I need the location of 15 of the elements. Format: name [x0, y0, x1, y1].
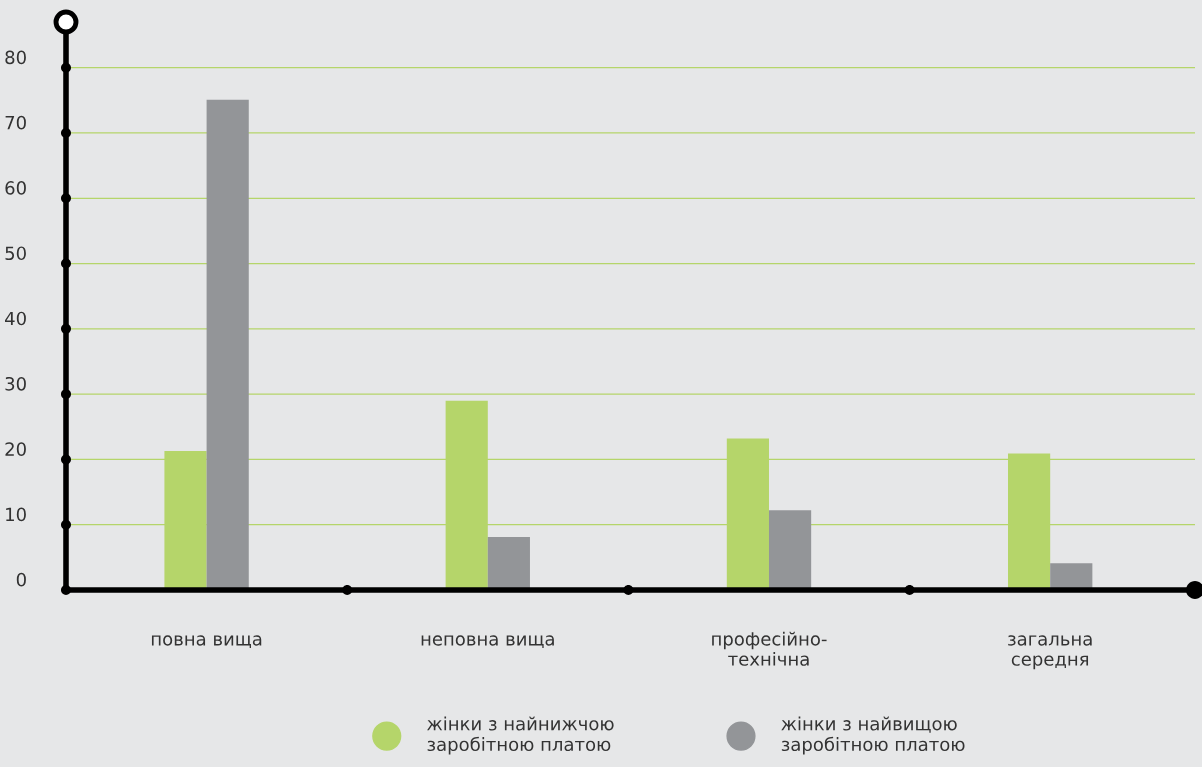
y-tick-label: 80	[5, 50, 26, 65]
y-tick-label: 50	[5, 246, 26, 261]
y-tick-label: 70	[5, 115, 26, 130]
y-tick-label: 40	[5, 311, 26, 326]
legend-label: жінки з найнижчою заробітною платою	[427, 716, 614, 755]
legend-label: жінки з найвищою заробітною платою	[781, 716, 965, 755]
x-tick-label: загальна середня	[1008, 635, 1092, 670]
y-tick-label: 20	[5, 442, 26, 456]
x-tick-label: неповна вища	[421, 635, 554, 648]
x-tick-label: повна вища	[151, 635, 262, 648]
y-tick-label: 0	[16, 572, 26, 587]
y-tick-label: 30	[5, 376, 26, 391]
x-tick-label: професійно- технічна	[712, 631, 827, 666]
y-tick-label: 10	[6, 507, 26, 522]
y-tick-label: 60	[5, 181, 26, 195]
